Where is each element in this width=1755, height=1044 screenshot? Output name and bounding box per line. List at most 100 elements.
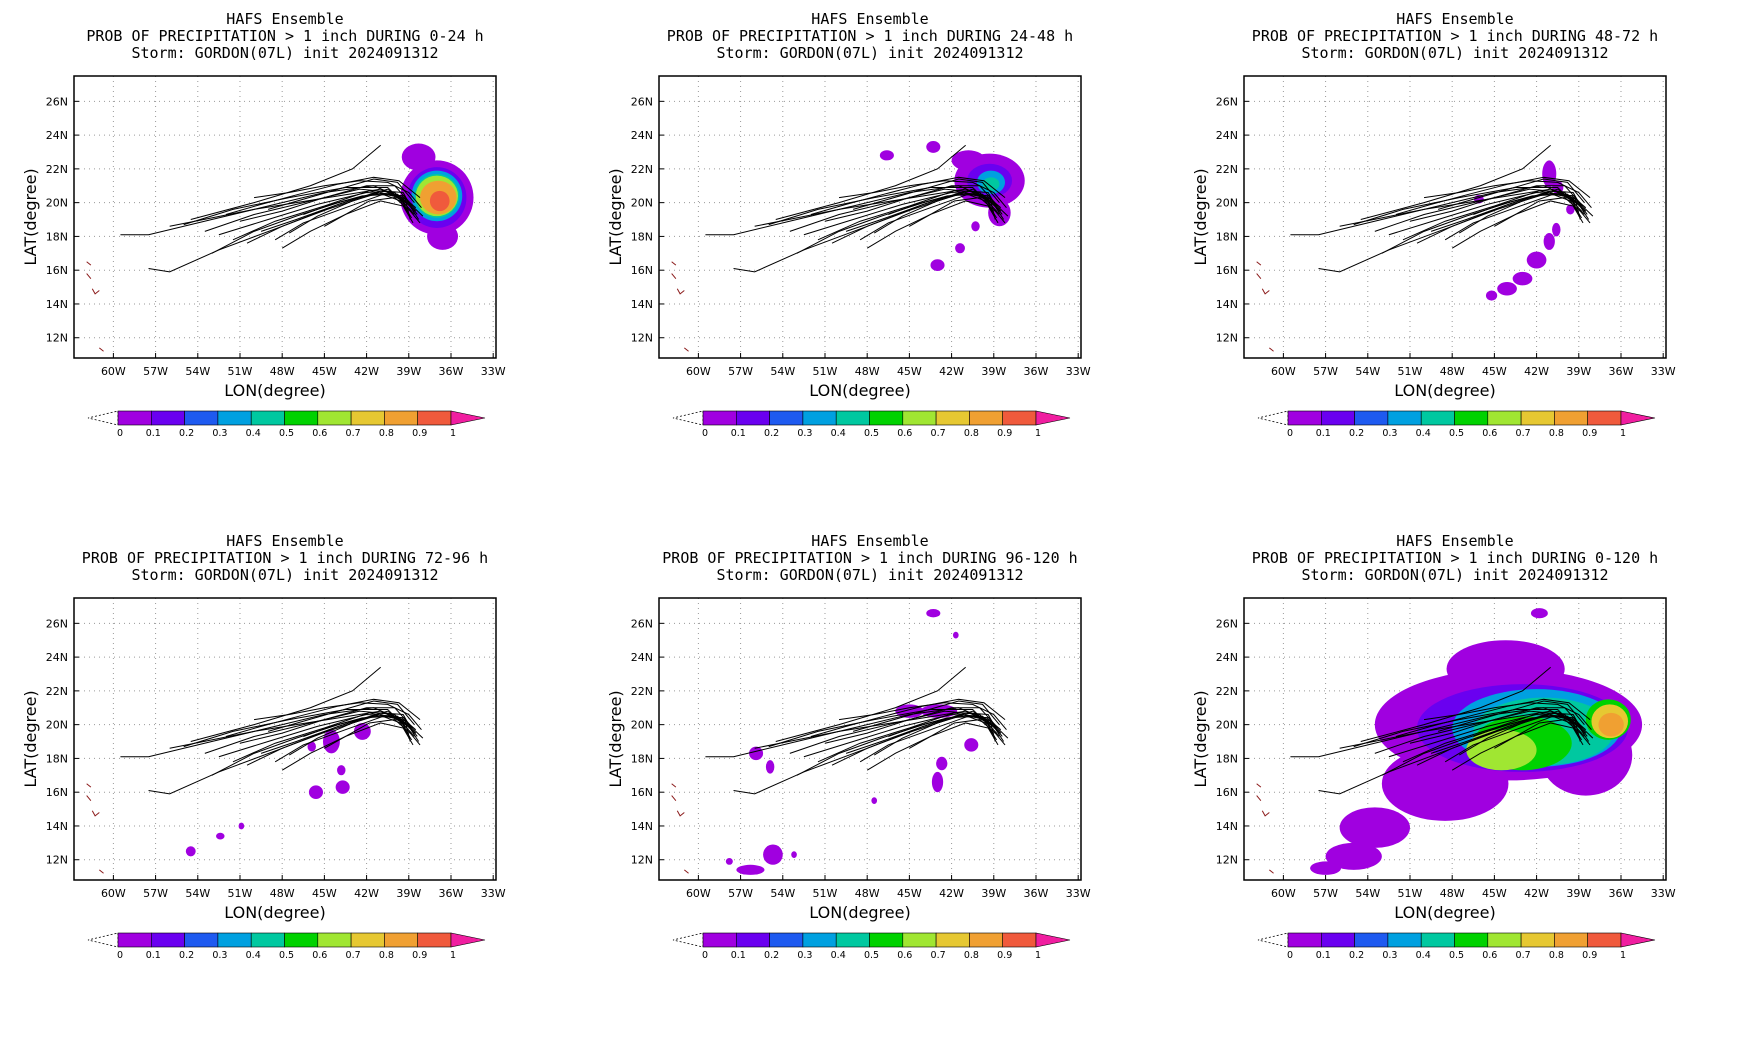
x-tick-label: 48W [270,365,295,378]
colorbar-tick-label: 0.8 [1549,428,1564,439]
colorbar-segment [1420,410,1455,426]
colorbar-high-extend [1620,932,1656,948]
y-tick-label: 22N [46,163,68,176]
chart-panel: HAFS Ensemble PROB OF PRECIPITATION > 1 i… [1170,522,1755,1044]
y-tick-label: 14N [1216,298,1238,311]
colorbar-segment [250,410,285,426]
precip-field [725,608,979,875]
y-tick-label: 14N [631,820,653,833]
x-tick-label: 51W [228,887,253,900]
precip-blob [930,259,945,272]
storm-info: Storm: GORDON(07L) init 2024091312 [131,566,438,584]
colorbar: 0 0.1 0.2 0.3 0.4 0.5 0.6 0.7 0.8 0.9 1 [1257,932,1656,961]
colorbar-segment [1354,932,1389,948]
y-tick-label: 12N [46,332,68,345]
colorbar-tick-label: 0.2 [179,950,194,961]
colorbar-tick-label: 0.4 [246,950,261,961]
storm-track [1473,715,1590,742]
storm-track [281,722,414,771]
chart-title: HAFS Ensemble [1396,10,1513,28]
x-tick-label: 60W [101,365,126,378]
y-tick-label: 16N [1216,264,1238,277]
colorbar-segment [417,932,452,948]
x-tick-label: 33W [1651,365,1676,378]
x-tick-label: 60W [1271,887,1296,900]
storm-track [1494,719,1591,749]
colorbar-tick-label: 0.9 [412,428,427,439]
colorbar-segment [117,932,152,948]
chart-panel: HAFS Ensemble PROB OF PRECIPITATION > 1 i… [0,522,585,1044]
x-tick-label: 51W [1398,365,1423,378]
x-tick-label: 36W [1024,887,1049,900]
y-tick-label: 14N [46,820,68,833]
y-tick-label: 24N [46,651,68,664]
colorbar-tick-label: 0.9 [412,950,427,961]
y-tick-label: 26N [1216,617,1238,630]
colorbar-tick-label: 0.1 [146,428,161,439]
colorbar-tick-label: 0.8 [964,950,979,961]
chart-title: HAFS Ensemble [811,10,928,28]
precip-blob [1526,251,1547,269]
precip-blob [308,785,323,799]
chart-subtitle: PROB OF PRECIPITATION > 1 inch DURING 0-… [1252,549,1658,567]
x-tick-label: 45W [1482,365,1507,378]
storm-track [775,144,966,221]
y-tick-label: 12N [631,332,653,345]
x-tick-label: 39W [981,887,1006,900]
colorbar-low-extend [1257,932,1289,948]
colorbar-tick-label: 0.2 [764,428,779,439]
colorbar-segment [1387,410,1422,426]
x-axis-label: LON(degree) [224,903,325,922]
colorbar-segment [1454,410,1489,426]
colorbar-segment [802,410,837,426]
precip-blob [955,243,965,254]
colorbar-tick-label: 0 [117,428,123,439]
precip-blob [763,844,783,865]
colorbar-segment [1321,410,1355,426]
x-tick-label: 36W [1609,887,1634,900]
colorbar-segment [1420,932,1455,948]
colorbar-segment [350,932,385,948]
storm-track [824,707,999,744]
chart-subtitle: PROB OF PRECIPITATION > 1 inch DURING 48… [1252,27,1658,45]
island-outline [684,347,689,352]
x-tick-label: 45W [1482,887,1507,900]
colorbar-segment [1002,932,1037,948]
colorbar-segment [1321,932,1355,948]
colorbar-segment [184,410,219,426]
precip-blob [322,729,340,754]
colorbar-segment [1587,932,1622,948]
plot-frame [1243,75,1667,359]
y-tick-label: 26N [46,617,68,630]
colorbar-tick-label: 1 [1620,428,1626,439]
storm-track [754,188,1009,227]
grid [1244,76,1666,358]
chart-panel: HAFS Ensemble PROB OF PRECIPITATION > 1 i… [585,0,1170,522]
colorbar-segment [702,410,737,426]
x-axis-label: LON(degree) [809,903,910,922]
y-tick-label: 26N [631,95,653,108]
storm-track [1444,715,1581,763]
storm-track [1339,710,1594,749]
x-tick-label: 54W [185,365,210,378]
x-axis-label: LON(degree) [1394,381,1495,400]
storm-track [838,702,1007,731]
precip-blob [1339,807,1410,848]
precip-field [400,143,474,250]
precip-blob [926,141,941,153]
colorbar-tick-label: 0 [702,950,708,961]
storm-track [1494,197,1591,227]
colorbar-tick-label: 0.6 [1482,950,1497,961]
precip-blob [1566,204,1575,215]
storm-track [274,193,411,241]
y-tick-label: 16N [46,786,68,799]
colorbar-high-extend [1035,932,1071,948]
x-tick-label: 51W [228,365,253,378]
y-tick-label: 12N [1216,854,1238,867]
colorbar-segment [1520,410,1555,426]
island-outline [671,783,677,788]
island-outline [99,347,104,352]
colorbar-segment [184,932,219,948]
colorbar: 0 0.1 0.2 0.3 0.4 0.5 0.6 0.7 0.8 0.9 1 [87,410,486,439]
